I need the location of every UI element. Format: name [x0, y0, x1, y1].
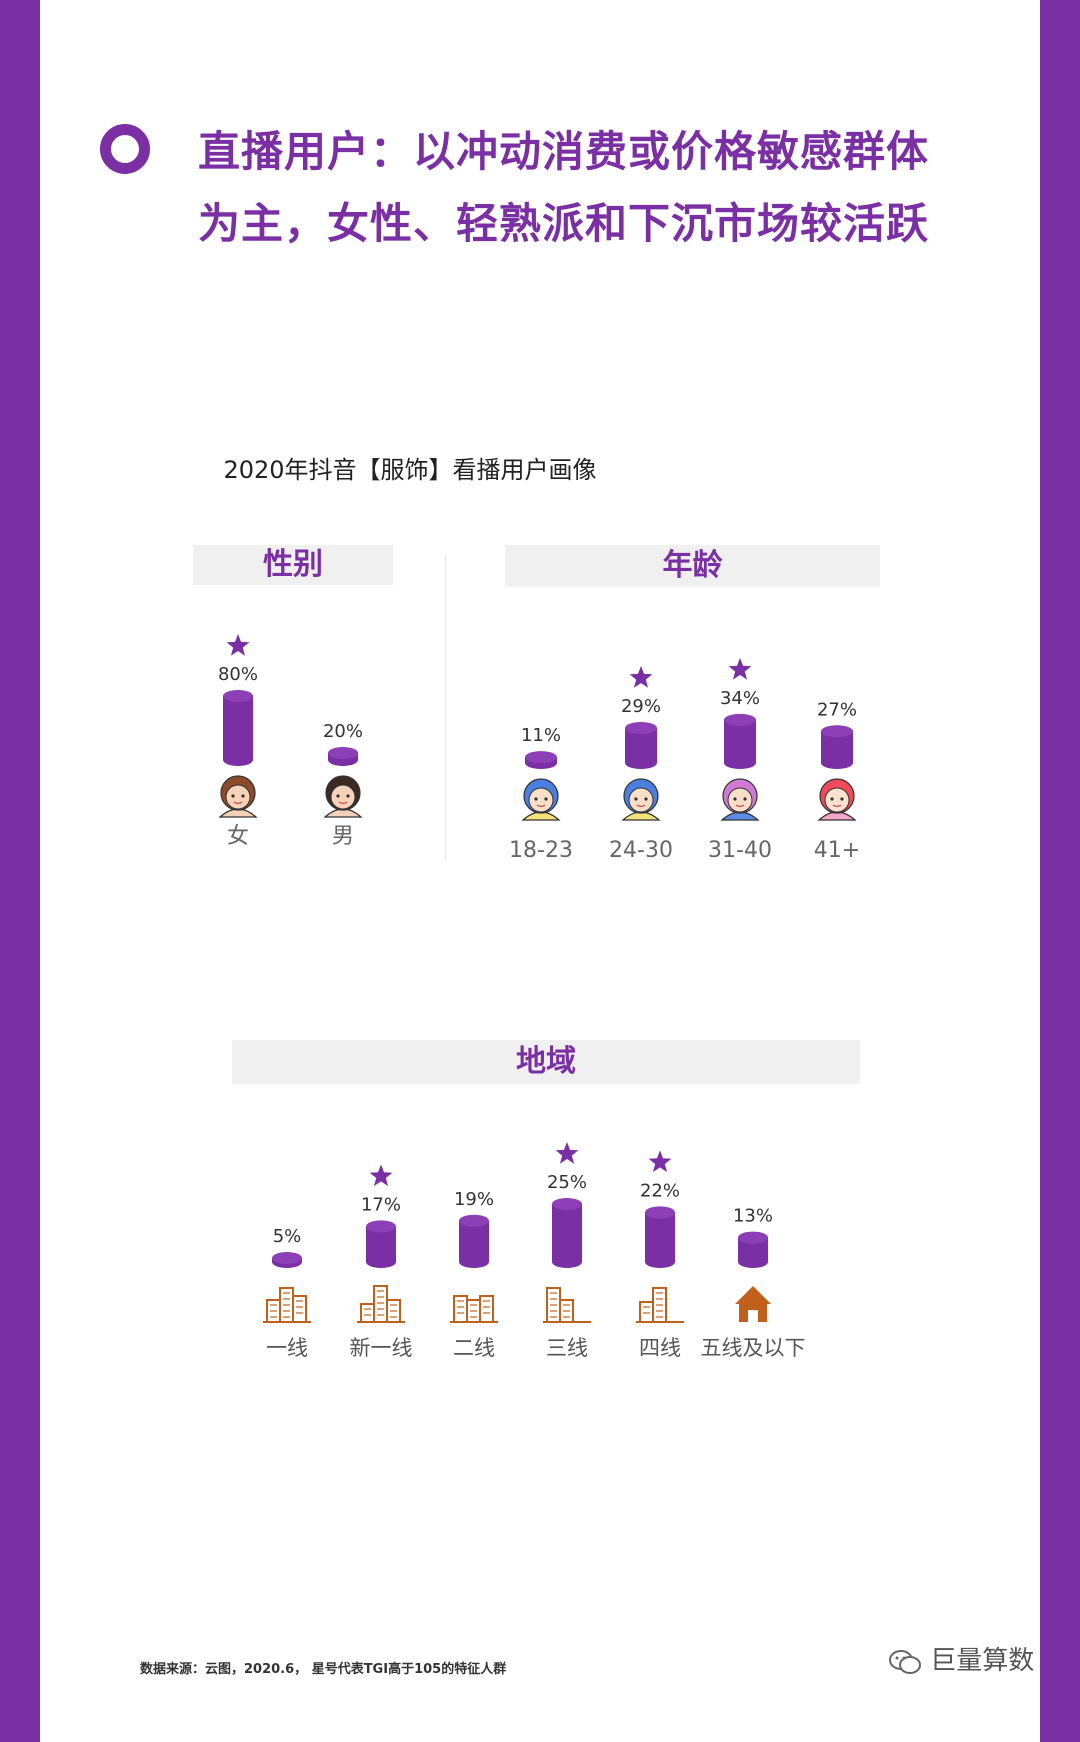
data-label-1-3: 27% [817, 699, 857, 720]
wechat-icon [889, 1649, 921, 1674]
category-label-2-4: 四线 [639, 1336, 681, 1360]
category-label-2-3: 三线 [546, 1336, 588, 1360]
data-label-1-2: 34% [720, 688, 760, 709]
bar-2-2 [459, 1214, 489, 1268]
data-label-2-1: 17% [361, 1194, 401, 1215]
brand-name: 巨量算数 [930, 1646, 1035, 1676]
data-label-0-0: 80% [218, 664, 258, 685]
bar-0-1 [328, 747, 358, 766]
bar-2-0 [272, 1252, 302, 1268]
panel-title-gender: 性别 [193, 545, 393, 585]
bar-2-1 [366, 1220, 396, 1268]
bar-2-5 [738, 1231, 768, 1268]
category-label-1-2: 31-40 [708, 838, 772, 863]
city-tier1-icon [263, 1287, 311, 1323]
female-face-icon [218, 775, 258, 818]
bar-1-0 [525, 751, 557, 769]
data-label-2-3: 25% [547, 1172, 587, 1193]
category-label-0-1: 男 [332, 824, 354, 849]
star-icon [648, 1150, 672, 1173]
data-label-0-1: 20% [323, 721, 363, 742]
city-tier2-icon [450, 1295, 498, 1323]
bar-0-0 [223, 690, 253, 766]
category-label-2-5: 五线及以下 [701, 1336, 806, 1360]
chart-canvas: 80% 女 20% 男 11% 18-23 29% 24-30 34% 31-40 27% 41+ 5%… [218, 634, 860, 1360]
city-new-tier1-icon [357, 1285, 405, 1323]
category-label-0-0: 女 [227, 824, 249, 849]
category-label-2-2: 二线 [453, 1336, 495, 1360]
data-label-1-0: 11% [521, 725, 561, 746]
bullet-circle-icon [100, 124, 150, 174]
star-icon [555, 1142, 579, 1164]
panel-title-region: 地域 [232, 1040, 860, 1084]
avatar-24-30-icon [621, 778, 661, 821]
category-label-2-1: 新一线 [350, 1336, 413, 1360]
bar-1-2 [724, 713, 756, 769]
category-label-2-0: 一线 [266, 1336, 308, 1360]
category-label-1-3: 41+ [814, 838, 860, 863]
data-label-1-1: 29% [621, 696, 661, 717]
avatar-18-23-icon [521, 778, 561, 821]
data-label-2-2: 19% [454, 1189, 494, 1210]
data-label-2-4: 22% [640, 1180, 680, 1201]
headline-line-1: 直播用户：以冲动消费或价格敏感群体 [198, 127, 930, 176]
category-label-1-0: 18-23 [509, 838, 573, 863]
data-label-2-5: 13% [733, 1206, 773, 1227]
city-tier3-icon [543, 1287, 591, 1323]
source-note: 数据来源：云图，2020.6， 星号代表TGI高于105的特征人群 [140, 1662, 507, 1677]
star-icon [226, 634, 250, 656]
bar-2-3 [552, 1198, 582, 1268]
bar-2-4 [645, 1206, 675, 1268]
city-tier4-icon [636, 1287, 684, 1323]
star-icon [369, 1164, 393, 1187]
page-canvas: 直播用户：以冲动消费或价格敏感群体 为主，女性、轻熟派和下沉市场较活跃 2020… [40, 0, 1040, 1742]
avatar-41-plus-icon [817, 778, 857, 821]
panel-divider [445, 555, 446, 860]
headline-line-2: 为主，女性、轻熟派和下沉市场较活跃 [198, 199, 930, 248]
avatar-31-40-icon [720, 778, 760, 821]
bar-1-3 [821, 725, 853, 769]
star-icon [629, 666, 653, 688]
figure-title: 2020年抖音【服饰】看播用户画像 [223, 456, 597, 484]
data-label-2-0: 5% [273, 1226, 302, 1247]
panel-title-age: 年龄 [505, 545, 880, 587]
bar-1-1 [625, 722, 657, 769]
category-label-1-1: 24-30 [609, 838, 673, 863]
house-icon [735, 1286, 771, 1322]
star-icon [728, 657, 752, 680]
male-face-icon [323, 775, 363, 818]
brand-watermark: 巨量算数 [888, 1640, 1034, 1677]
